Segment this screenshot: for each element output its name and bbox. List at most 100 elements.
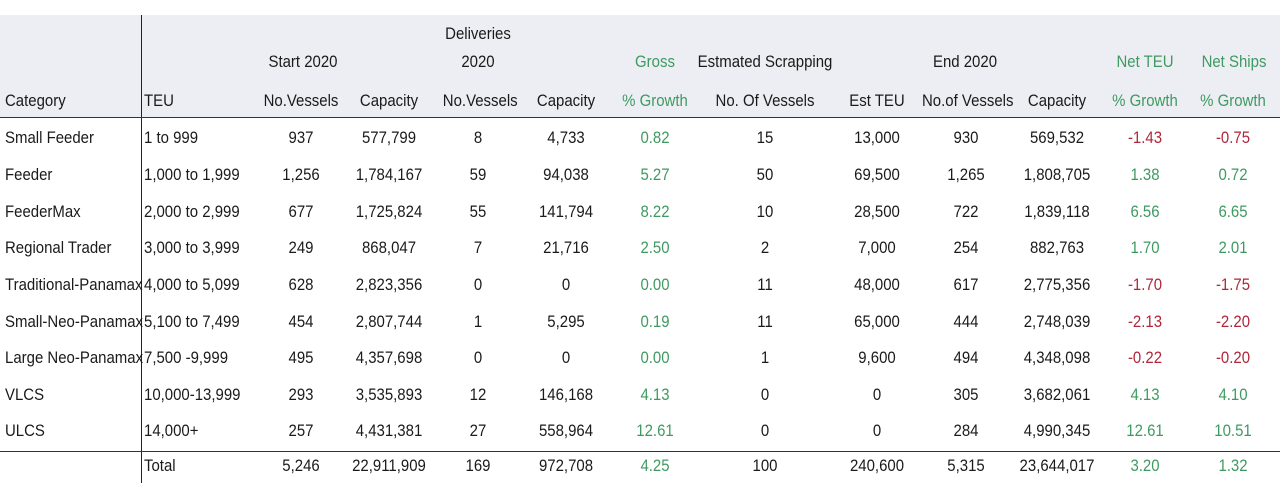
column-header-deliveries-capacity: Capacity [536, 91, 596, 110]
column-header-category: Category [5, 91, 66, 110]
cell-category: VLCS [5, 385, 45, 404]
cell-gross-growth: 8.22 [640, 202, 670, 221]
cell-start-capacity: 1,784,167 [355, 165, 423, 184]
column-header-gross-growth: % Growth [622, 91, 688, 110]
cell-scrapping-teu: 9,600 [858, 348, 896, 367]
cell-gross-growth: 5.27 [640, 165, 670, 184]
cell-teu: 4,000 to 5,099 [144, 275, 240, 294]
cell-end-capacity: 4,990,345 [1023, 421, 1091, 440]
cell-end-vessels: 254 [953, 238, 979, 257]
cell-deliveries-capacity: 0 [561, 275, 571, 294]
column-header-scrapping-teu: Est TEU [849, 91, 905, 110]
cell-start-capacity: 4,357,698 [355, 348, 423, 367]
group-header-deliveries-line1: Deliveries [445, 24, 511, 43]
group-header-net-ships: Net Ships [1201, 52, 1267, 71]
cell-teu: 1,000 to 1,999 [144, 165, 240, 184]
cell-scrapping-teu: 0 [872, 385, 882, 404]
cell-net-teu-growth: -1.43 [1127, 128, 1163, 147]
group-header-scrapping: Estmated Scrapping [697, 52, 833, 71]
total-scrapping-teu: 240,600 [849, 456, 905, 475]
cell-start-vessels: 495 [288, 348, 314, 367]
total-rule [0, 451, 1280, 452]
cell-scrapping-vessels: 11 [757, 312, 773, 331]
header-rule [0, 117, 1280, 118]
cell-deliveries-vessels: 8 [473, 128, 483, 147]
column-header-scrapping-vessels: No. Of Vessels [715, 91, 815, 110]
cell-start-capacity: 577,799 [361, 128, 417, 147]
cell-net-teu-growth: 1.38 [1130, 165, 1160, 184]
cell-gross-growth: 0.00 [640, 348, 670, 367]
cell-net-ships-growth: -2.20 [1215, 312, 1251, 331]
cell-deliveries-capacity: 146,168 [538, 385, 594, 404]
total-end-capacity: 23,644,017 [1019, 456, 1095, 475]
cell-net-ships-growth: 4.10 [1218, 385, 1248, 404]
cell-scrapping-teu: 48,000 [854, 275, 900, 294]
cell-net-ships-growth: 0.72 [1218, 165, 1248, 184]
cell-start-vessels: 677 [288, 202, 314, 221]
cell-net-ships-growth: 10.51 [1214, 421, 1252, 440]
cell-end-capacity: 4,348,098 [1023, 348, 1091, 367]
cell-deliveries-vessels: 0 [473, 348, 483, 367]
cell-scrapping-teu: 65,000 [854, 312, 900, 331]
cell-category: ULCS [5, 421, 45, 440]
cell-scrapping-vessels: 11 [757, 275, 773, 294]
group-header-net-teu: Net TEU [1116, 52, 1174, 71]
cell-start-capacity: 3,535,893 [355, 385, 423, 404]
cell-deliveries-capacity: 4,733 [547, 128, 585, 147]
cell-net-teu-growth: -1.70 [1127, 275, 1163, 294]
cell-scrapping-vessels: 0 [760, 385, 770, 404]
cell-end-vessels: 1,265 [947, 165, 985, 184]
column-header-deliveries-vessels: No.Vessels [442, 91, 518, 110]
cell-net-teu-growth: -2.13 [1127, 312, 1163, 331]
cell-deliveries-capacity: 5,295 [547, 312, 585, 331]
cell-scrapping-teu: 7,000 [858, 238, 896, 257]
cell-start-vessels: 937 [288, 128, 314, 147]
column-header-start-vessels: No.Vessels [263, 91, 339, 110]
cell-deliveries-vessels: 1 [473, 312, 483, 331]
header-background [0, 15, 1280, 117]
cell-scrapping-vessels: 10 [756, 202, 774, 221]
cell-teu: 2,000 to 2,999 [144, 202, 240, 221]
cell-start-vessels: 454 [288, 312, 314, 331]
cell-start-capacity: 2,823,356 [355, 275, 423, 294]
cell-end-capacity: 2,748,039 [1023, 312, 1091, 331]
cell-start-vessels: 257 [288, 421, 314, 440]
cell-start-vessels: 1,256 [282, 165, 320, 184]
cell-teu: 1 to 999 [144, 128, 199, 147]
cell-net-ships-growth: -1.75 [1215, 275, 1251, 294]
cell-teu: 5,100 to 7,499 [144, 312, 240, 331]
cell-category: Traditional-Panamax [5, 275, 143, 294]
cell-gross-growth: 0.82 [640, 128, 670, 147]
cell-end-vessels: 617 [953, 275, 979, 294]
cell-scrapping-vessels: 15 [756, 128, 774, 147]
cell-deliveries-capacity: 0 [561, 348, 571, 367]
cell-end-capacity: 3,682,061 [1023, 385, 1091, 404]
total-start-vessels: 5,246 [282, 456, 320, 475]
cell-net-ships-growth: -0.75 [1215, 128, 1251, 147]
column-header-net-ships-growth: % Growth [1200, 91, 1266, 110]
total-net-ships-growth: 1.32 [1218, 456, 1248, 475]
total-gross-growth: 4.25 [640, 456, 670, 475]
cell-category: Regional Trader [5, 238, 112, 257]
cell-scrapping-teu: 28,500 [854, 202, 900, 221]
cell-category: Large Neo-Panamax [5, 348, 144, 367]
cell-end-capacity: 2,775,356 [1023, 275, 1091, 294]
cell-deliveries-capacity: 558,964 [538, 421, 594, 440]
cell-net-teu-growth: 12.61 [1126, 421, 1164, 440]
cell-deliveries-vessels: 12 [469, 385, 487, 404]
cell-start-capacity: 2,807,744 [355, 312, 423, 331]
cell-end-vessels: 494 [953, 348, 979, 367]
cell-category: Feeder [5, 165, 53, 184]
cell-deliveries-capacity: 21,716 [543, 238, 589, 257]
cell-end-vessels: 930 [953, 128, 979, 147]
cell-net-teu-growth: 1.70 [1130, 238, 1160, 257]
total-teu: Total [144, 456, 176, 475]
cell-teu: 10,000-13,999 [144, 385, 241, 404]
cell-teu: 3,000 to 3,999 [144, 238, 240, 257]
cell-deliveries-capacity: 141,794 [538, 202, 594, 221]
cell-net-ships-growth: -0.20 [1215, 348, 1251, 367]
cell-end-vessels: 305 [953, 385, 979, 404]
category-divider [141, 15, 142, 483]
group-header-start-2020: Start 2020 [268, 52, 338, 71]
